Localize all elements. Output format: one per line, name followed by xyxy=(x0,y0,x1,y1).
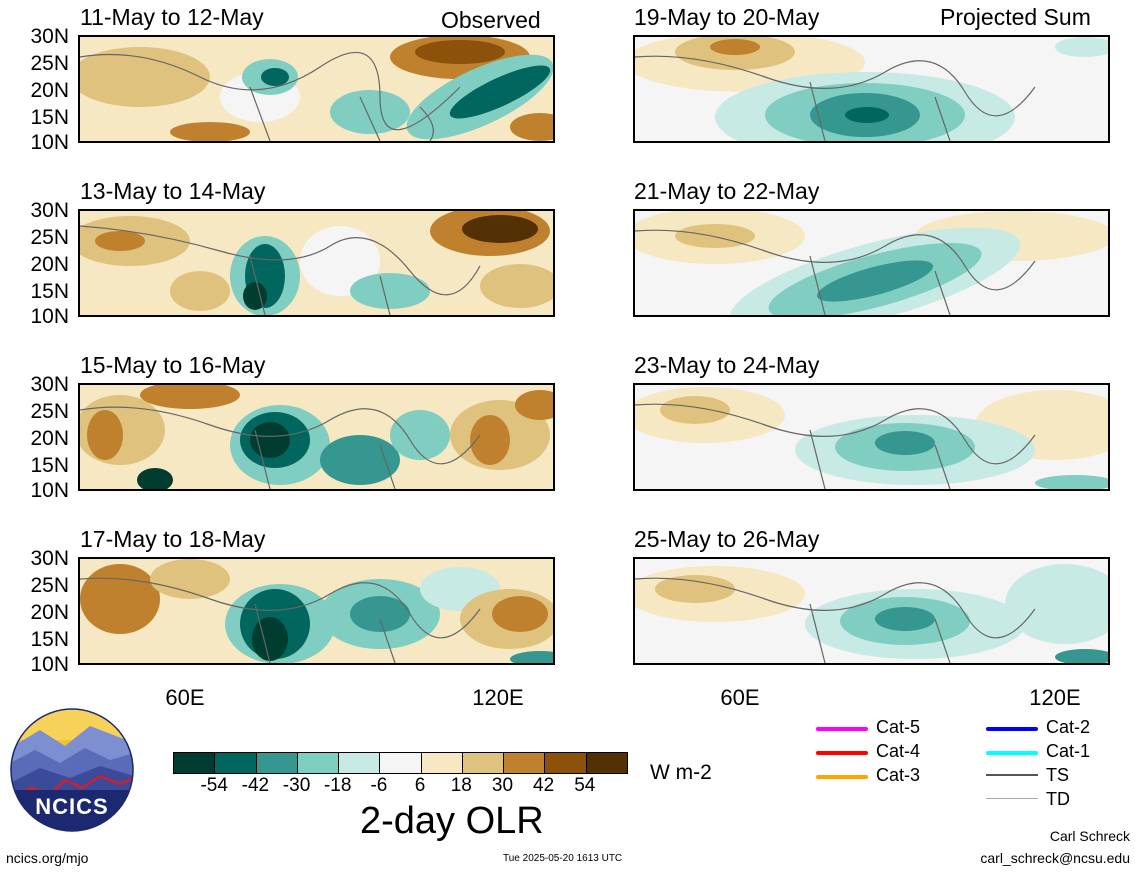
olr-map xyxy=(633,557,1110,665)
olr-map xyxy=(633,383,1110,491)
colorbar-swatch xyxy=(421,753,463,773)
lat-label: 30N xyxy=(30,199,69,222)
lat-label: 25N xyxy=(30,52,69,75)
lat-label: 15N xyxy=(30,280,69,303)
olr-map xyxy=(78,557,555,665)
lat-label: 15N xyxy=(30,454,69,477)
colorbar-tick-label: -42 xyxy=(241,775,270,796)
panel-title: 19-May to 20-May xyxy=(634,4,820,30)
lat-label: 20N xyxy=(30,601,69,624)
colorbar-swatch xyxy=(339,753,381,773)
colorbar-swatch xyxy=(545,753,587,773)
legend-label-ts: TS xyxy=(1046,765,1070,785)
legend-line-ts xyxy=(986,774,1038,776)
colorbar-tick-label: -18 xyxy=(323,775,352,796)
lon-label: 60E xyxy=(165,685,205,710)
lat-label: 20N xyxy=(30,253,69,276)
panel-corner-label: Projected Sum xyxy=(940,4,1091,30)
panel-title: 15-May to 16-May xyxy=(80,352,266,378)
colorbar-tick-label: 6 xyxy=(414,775,426,796)
footer-author: Carl Schreck xyxy=(1049,828,1130,844)
lat-label: 30N xyxy=(30,547,69,570)
olr-colorbar xyxy=(173,752,628,774)
legend-label-cat3: Cat-3 xyxy=(876,765,921,785)
panel-title: 11-May to 12-May xyxy=(80,4,264,30)
panel-title: 21-May to 22-May xyxy=(634,178,820,204)
lat-label: 10N xyxy=(30,305,69,328)
lat-label: 20N xyxy=(30,427,69,450)
panel-title: 23-May to 24-May xyxy=(634,352,820,378)
panel-title: 13-May to 14-May xyxy=(80,178,266,204)
legend-line-cat4 xyxy=(816,751,868,755)
legend-line-cat1 xyxy=(986,751,1038,755)
colorbar-swatch xyxy=(462,753,505,773)
colorbar-swatch xyxy=(380,753,422,773)
legend-label-td: TD xyxy=(1046,789,1070,809)
lon-label: 120E xyxy=(1029,685,1081,710)
logo-text: NCICS xyxy=(35,794,109,819)
panel-title: 25-May to 26-May xyxy=(634,526,820,552)
colorbar-tick-label: 54 xyxy=(574,775,596,796)
lat-label: 30N xyxy=(30,25,69,48)
colorbar-tick-label: -54 xyxy=(200,775,228,796)
legend-line-cat3 xyxy=(816,775,868,779)
lat-label: 25N xyxy=(30,574,69,597)
legend-label-cat4: Cat-4 xyxy=(876,741,921,761)
olr-map xyxy=(78,35,555,143)
lat-label: 25N xyxy=(30,400,69,423)
olr-map xyxy=(633,35,1110,143)
colorbar-swatch xyxy=(504,753,546,773)
lon-label: 60E xyxy=(720,685,760,710)
lat-label: 25N xyxy=(30,226,69,249)
legend-line-cat2 xyxy=(986,727,1038,731)
lat-label: 30N xyxy=(30,373,69,396)
lat-label: 15N xyxy=(30,628,69,651)
legend-label-cat2: Cat-2 xyxy=(1046,717,1091,737)
footer-site-link[interactable]: ncics.org/mjo xyxy=(6,850,89,866)
legend-label-cat5: Cat-5 xyxy=(876,717,921,737)
olr-map xyxy=(633,209,1110,317)
colorbar-swatch xyxy=(297,753,340,773)
colorbar-swatch xyxy=(215,753,257,773)
olr-map xyxy=(78,383,555,491)
lat-label: 15N xyxy=(30,106,69,129)
colorbar-tick-label: 42 xyxy=(533,775,555,796)
colorbar-tick-label: -6 xyxy=(370,775,388,796)
lat-label: 10N xyxy=(30,653,69,676)
lat-label: 10N xyxy=(30,131,69,154)
legend-line-td xyxy=(986,798,1038,799)
colorbar-units: W m-2 xyxy=(650,761,712,784)
lat-label: 20N xyxy=(30,79,69,102)
olr-map xyxy=(78,209,555,317)
colorbar-swatch xyxy=(174,753,216,773)
colorbar-title: 2-day OLR xyxy=(360,800,544,842)
panel-title: 17-May to 18-May xyxy=(80,526,266,552)
colorbar-tick-label: -30 xyxy=(282,775,311,796)
panel-corner-label: Observed xyxy=(441,7,541,33)
footer-email[interactable]: carl_schreck@ncsu.edu xyxy=(980,850,1130,866)
colorbar-tick-label: 30 xyxy=(491,775,514,796)
colorbar-swatch xyxy=(256,753,298,773)
ncics-logo: NCICS xyxy=(10,708,134,832)
footer-timestamp: Tue 2025-05-20 1613 UTC xyxy=(503,853,623,864)
lat-label: 10N xyxy=(30,479,69,502)
legend-line-cat5 xyxy=(816,727,868,731)
colorbar-swatch xyxy=(586,753,627,773)
lon-label: 120E xyxy=(472,685,524,710)
colorbar-tick-label: 18 xyxy=(450,775,472,796)
legend-label-cat1: Cat-1 xyxy=(1046,741,1091,761)
